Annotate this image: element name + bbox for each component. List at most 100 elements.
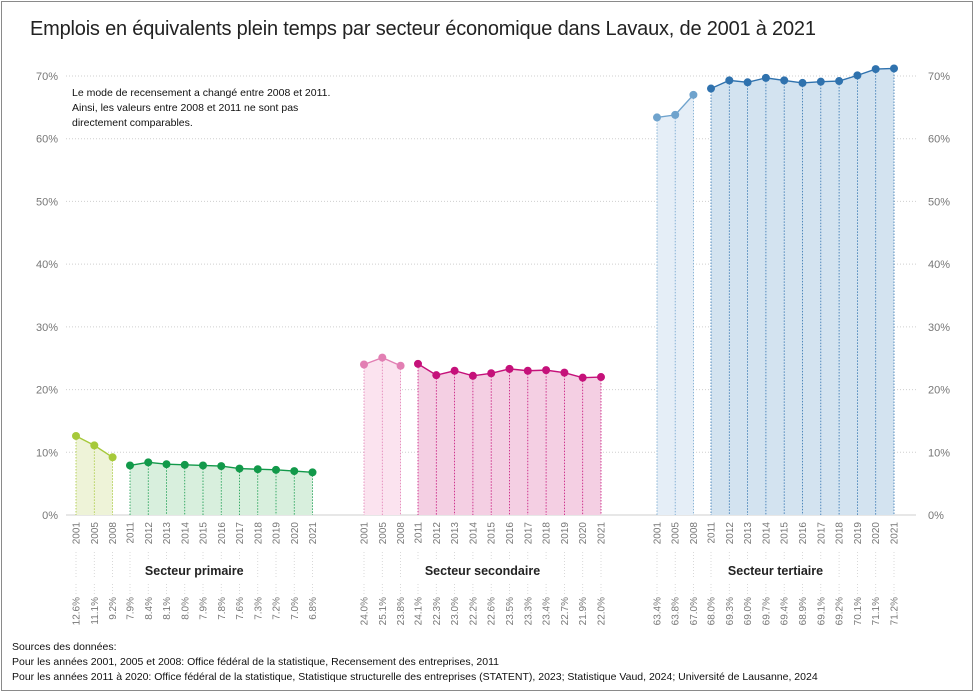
y-tick-left-70: 70% bbox=[36, 71, 58, 83]
year-label-secondaire-2013: 2013 bbox=[450, 522, 461, 545]
value-label-secondaire-2014: 22.2% bbox=[468, 597, 479, 625]
value-label-secondaire-2019: 22.7% bbox=[560, 597, 571, 625]
y-tick-right-30: 30% bbox=[928, 322, 950, 334]
note-line-1: Le mode de recensement a changé entre 20… bbox=[72, 87, 330, 99]
point-secondaire-2020 bbox=[578, 373, 587, 382]
sources-line-1: Pour les années 2001, 2005 et 2008: Offi… bbox=[12, 656, 500, 668]
year-label-primaire-2017: 2017 bbox=[235, 522, 246, 545]
point-secondaire-2008 bbox=[396, 361, 405, 370]
point-secondaire-2017 bbox=[523, 366, 532, 375]
point-secondaire-2018 bbox=[542, 366, 551, 375]
year-label-primaire-2012: 2012 bbox=[144, 522, 155, 545]
point-tertiaire-2001 bbox=[653, 113, 661, 122]
year-label-secondaire-2008: 2008 bbox=[396, 522, 407, 545]
value-label-tertiaire-2005: 63.8% bbox=[671, 597, 682, 625]
sector-title-secondaire: Secteur secondaire bbox=[425, 564, 540, 578]
point-tertiaire-2018 bbox=[835, 77, 844, 86]
point-secondaire-2013 bbox=[450, 366, 459, 375]
y-tick-right-50: 50% bbox=[928, 196, 950, 208]
value-label-secondaire-2001: 24.0% bbox=[360, 597, 371, 625]
year-label-primaire-2015: 2015 bbox=[199, 522, 210, 545]
year-label-tertiaire-2018: 2018 bbox=[835, 522, 846, 545]
year-label-primaire-2020: 2020 bbox=[290, 522, 301, 545]
sources-block: Sources des données: Pour les années 200… bbox=[12, 640, 818, 685]
point-tertiaire-2015 bbox=[780, 76, 789, 85]
year-label-primaire-2021: 2021 bbox=[308, 522, 319, 545]
year-label-primaire-2018: 2018 bbox=[253, 522, 264, 545]
point-secondaire-2011 bbox=[414, 359, 422, 368]
value-label-tertiaire-2012: 69.3% bbox=[725, 597, 736, 625]
point-secondaire-2019 bbox=[560, 368, 569, 377]
year-label-secondaire-2011: 2011 bbox=[414, 522, 425, 544]
point-primaire-2012 bbox=[144, 458, 153, 467]
year-label-primaire-2016: 2016 bbox=[217, 522, 228, 545]
point-secondaire-2015 bbox=[487, 369, 496, 378]
y-tick-left-0: 0% bbox=[42, 510, 58, 522]
point-secondaire-2014 bbox=[468, 371, 477, 380]
point-primaire-2014 bbox=[180, 460, 189, 469]
year-label-primaire-2001: 2001 bbox=[72, 522, 83, 545]
point-primaire-2016 bbox=[217, 462, 226, 471]
y-tick-right-20: 20% bbox=[928, 385, 950, 397]
value-label-tertiaire-2016: 68.9% bbox=[798, 597, 809, 625]
value-label-tertiaire-2018: 69.2% bbox=[835, 597, 846, 625]
sources-line-2: Pour les années 2011 à 2020: Office fédé… bbox=[12, 671, 818, 683]
y-tick-left-40: 40% bbox=[36, 259, 58, 271]
point-tertiaire-2013 bbox=[743, 78, 752, 87]
point-tertiaire-2021 bbox=[890, 64, 898, 73]
year-label-primaire-2005: 2005 bbox=[90, 522, 101, 545]
year-label-secondaire-2017: 2017 bbox=[523, 522, 534, 545]
point-secondaire-2021 bbox=[597, 373, 605, 382]
year-label-secondaire-2019: 2019 bbox=[560, 522, 571, 545]
value-label-tertiaire-2017: 69.1% bbox=[816, 597, 827, 625]
area-primaire-new bbox=[130, 462, 313, 515]
sector-title-bg-tertiaire bbox=[712, 561, 839, 579]
value-label-tertiaire-2001: 63.4% bbox=[653, 597, 664, 625]
value-label-primaire-2015: 7.9% bbox=[199, 597, 210, 620]
point-tertiaire-2012 bbox=[725, 76, 734, 85]
point-primaire-2020 bbox=[290, 467, 299, 476]
y-tick-right-40: 40% bbox=[928, 259, 950, 271]
value-label-tertiaire-2015: 69.4% bbox=[780, 597, 791, 625]
point-tertiaire-2008 bbox=[689, 90, 698, 99]
point-primaire-2008 bbox=[108, 453, 117, 462]
year-label-primaire-2011: 2011 bbox=[126, 522, 137, 544]
value-label-primaire-2021: 6.8% bbox=[308, 597, 319, 620]
point-tertiaire-2019 bbox=[853, 71, 862, 80]
y-tick-left-20: 20% bbox=[36, 385, 58, 397]
value-label-tertiaire-2020: 71.1% bbox=[871, 597, 882, 625]
point-primaire-2017 bbox=[235, 464, 244, 473]
year-label-secondaire-2020: 2020 bbox=[578, 522, 589, 545]
value-label-primaire-2008: 9.2% bbox=[108, 597, 119, 620]
point-primaire-2019 bbox=[272, 465, 280, 474]
chart-title: Emplois en équivalents plein temps par s… bbox=[30, 18, 816, 40]
value-label-secondaire-2020: 21.9% bbox=[578, 597, 589, 625]
value-label-tertiaire-2008: 67.0% bbox=[689, 597, 700, 625]
year-label-tertiaire-2015: 2015 bbox=[780, 522, 791, 545]
value-label-primaire-2001: 12.6% bbox=[72, 597, 83, 625]
value-label-primaire-2012: 8.4% bbox=[144, 597, 155, 620]
y-tick-right-0: 0% bbox=[928, 510, 944, 522]
year-label-tertiaire-2016: 2016 bbox=[798, 522, 809, 545]
point-primaire-2018 bbox=[253, 465, 262, 474]
point-tertiaire-2014 bbox=[761, 73, 770, 82]
point-primaire-2021 bbox=[308, 468, 317, 477]
value-label-primaire-2018: 7.3% bbox=[253, 597, 264, 620]
sector-title-tertiaire: Secteur tertiaire bbox=[728, 564, 823, 578]
year-label-secondaire-2015: 2015 bbox=[487, 522, 498, 545]
year-label-tertiaire-2012: 2012 bbox=[725, 522, 736, 545]
point-tertiaire-2017 bbox=[816, 77, 825, 86]
sector-title-primaire: Secteur primaire bbox=[145, 564, 244, 578]
y-tick-left-50: 50% bbox=[36, 196, 58, 208]
point-primaire-2005 bbox=[90, 441, 99, 450]
value-label-tertiaire-2011: 68.0% bbox=[707, 597, 718, 625]
area-tertiaire-new bbox=[711, 68, 894, 515]
year-label-secondaire-2005: 2005 bbox=[378, 522, 389, 545]
value-label-tertiaire-2019: 70.1% bbox=[853, 597, 864, 625]
value-label-secondaire-2016: 23.5% bbox=[505, 597, 516, 625]
value-label-secondaire-2008: 23.8% bbox=[396, 597, 407, 625]
y-tick-right-70: 70% bbox=[928, 71, 950, 83]
y-tick-right-60: 60% bbox=[928, 134, 950, 146]
year-label-tertiaire-2008: 2008 bbox=[689, 522, 700, 545]
